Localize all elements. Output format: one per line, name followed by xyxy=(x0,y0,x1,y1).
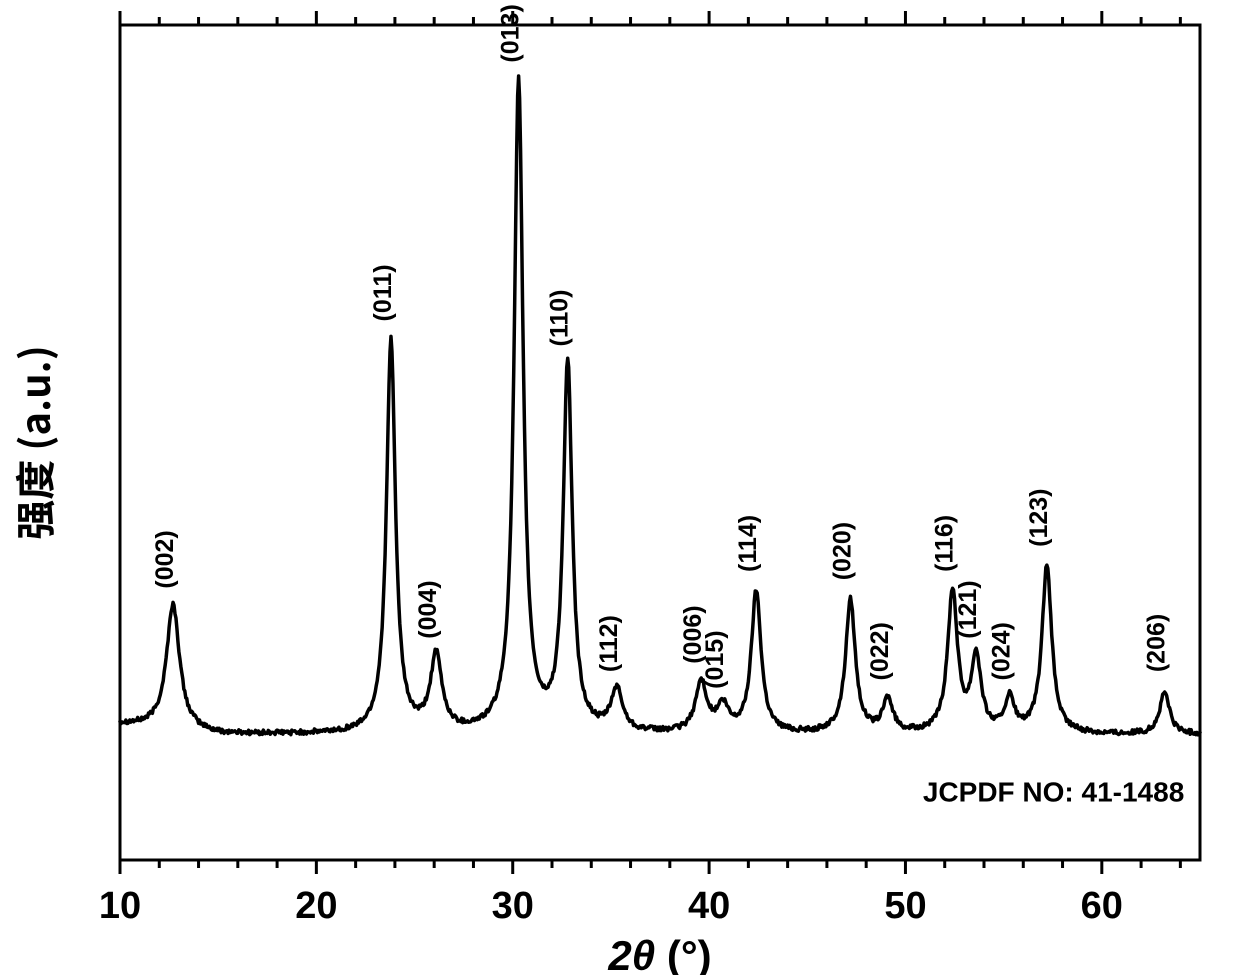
xtick-label: 50 xyxy=(884,885,926,927)
annotation-jcpdf: JCPDF NO: 41-1488 xyxy=(923,777,1184,808)
peak-label: (206) xyxy=(1143,614,1171,672)
peak-label: (112) xyxy=(595,615,623,672)
xtick-label: 30 xyxy=(492,885,534,927)
peak-label: (022) xyxy=(866,622,894,680)
peak-label: (011) xyxy=(369,264,397,321)
x-axis-label: 2θ (°) xyxy=(607,932,711,975)
peak-label: (123) xyxy=(1025,489,1053,547)
xtick-label: 10 xyxy=(99,885,141,927)
peak-label: (015) xyxy=(701,630,729,688)
peak-label: (114) xyxy=(734,515,762,572)
xtick-label: 40 xyxy=(688,885,730,927)
peak-label: (004) xyxy=(414,580,442,638)
xtick-label: 20 xyxy=(295,885,337,927)
peak-label: (116) xyxy=(931,515,959,572)
xrd-chart: (002)(011)(004)(013)(110)(112)(006)(015)… xyxy=(0,0,1240,975)
peak-label: (024) xyxy=(988,622,1016,680)
y-axis-label: 强度 (a.u.) xyxy=(4,345,62,539)
peak-label: (002) xyxy=(151,530,179,588)
peak-label: (013) xyxy=(497,4,525,62)
xtick-label: 60 xyxy=(1081,885,1123,927)
peak-label: (110) xyxy=(546,289,574,346)
chart-svg: (002)(011)(004)(013)(110)(112)(006)(015)… xyxy=(0,0,1240,975)
peak-label: (020) xyxy=(828,522,856,580)
peak-label: (121) xyxy=(954,580,982,638)
